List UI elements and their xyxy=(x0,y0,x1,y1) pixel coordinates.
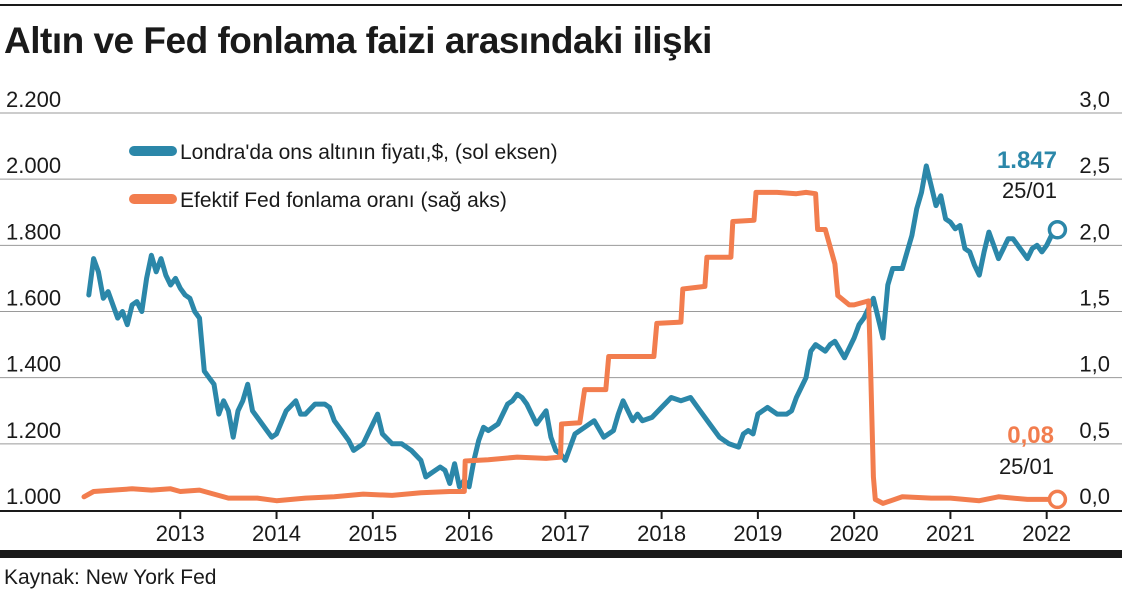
x-tick-label: 2016 xyxy=(445,521,494,546)
fed-end-value-label: 0,08 xyxy=(1007,422,1054,449)
x-tick-label: 2018 xyxy=(637,521,686,546)
left-tick-label: 2.000 xyxy=(6,153,61,178)
right-tick-label: 0,0 xyxy=(1079,484,1110,509)
right-tick-label: 2,0 xyxy=(1079,219,1110,244)
source-note: Kaynak: New York Fed xyxy=(4,566,217,589)
x-tick-label: 2013 xyxy=(156,521,205,546)
x-tick-label: 2015 xyxy=(348,521,397,546)
left-tick-label: 1.200 xyxy=(6,418,61,443)
left-axis-ticks: 1.000 1.200 1.400 1.600 1.800 2.000 2.200 xyxy=(6,87,61,509)
fed-end-date-label: 25/01 xyxy=(999,454,1054,479)
gold-end-date-label: 25/01 xyxy=(1002,178,1057,203)
right-tick-label: 3,0 xyxy=(1079,87,1110,112)
x-tick-label: 2020 xyxy=(830,521,879,546)
x-tick-label: 2019 xyxy=(733,521,782,546)
left-tick-label: 2.200 xyxy=(6,87,61,112)
x-tick-label: 2017 xyxy=(541,521,590,546)
series-lines xyxy=(81,163,1068,510)
left-tick-label: 1.800 xyxy=(6,219,61,244)
legend-label-gold: Londra'da ons altının fiyatı,$, (sol eks… xyxy=(180,141,558,164)
chart-title: Altın ve Fed fonlama faizi arasındaki il… xyxy=(4,20,712,61)
legend-label-fed: Efektif Fed fonlama oranı (sağ aks) xyxy=(180,189,507,212)
right-tick-label: 1,0 xyxy=(1079,352,1110,377)
gold-price-end-marker xyxy=(1047,220,1068,240)
left-tick-label: 1.600 xyxy=(6,286,61,311)
left-tick-label: 1.400 xyxy=(6,352,61,377)
right-tick-label: 1,5 xyxy=(1079,286,1110,311)
right-axis-ticks: 0,0 0,5 1,0 1,5 2,0 2,5 3,0 xyxy=(1079,87,1110,509)
right-tick-label: 0,5 xyxy=(1079,418,1110,443)
bottom-bar xyxy=(0,550,1122,558)
x-axis: 2013 2014 2015 2016 2017 2018 2019 2020 2021 2022 xyxy=(0,510,1122,546)
end-annotations: 1.847 25/01 0,08 25/01 xyxy=(997,147,1057,479)
gold-end-value-label: 1.847 xyxy=(997,147,1057,174)
x-tick-label: 2021 xyxy=(926,521,975,546)
fed-rate-line xyxy=(81,189,1056,506)
x-tick-label: 2014 xyxy=(252,521,301,546)
right-tick-label: 2,5 xyxy=(1079,153,1110,178)
legend: Londra'da ons altının fiyatı,$, (sol eks… xyxy=(129,141,558,212)
left-tick-label: 1.000 xyxy=(6,484,61,509)
top-rule xyxy=(0,4,1122,6)
gold-price-line xyxy=(86,163,1056,490)
fed-rate-end-marker xyxy=(1047,489,1068,510)
x-tick-label: 2022 xyxy=(1022,521,1071,546)
